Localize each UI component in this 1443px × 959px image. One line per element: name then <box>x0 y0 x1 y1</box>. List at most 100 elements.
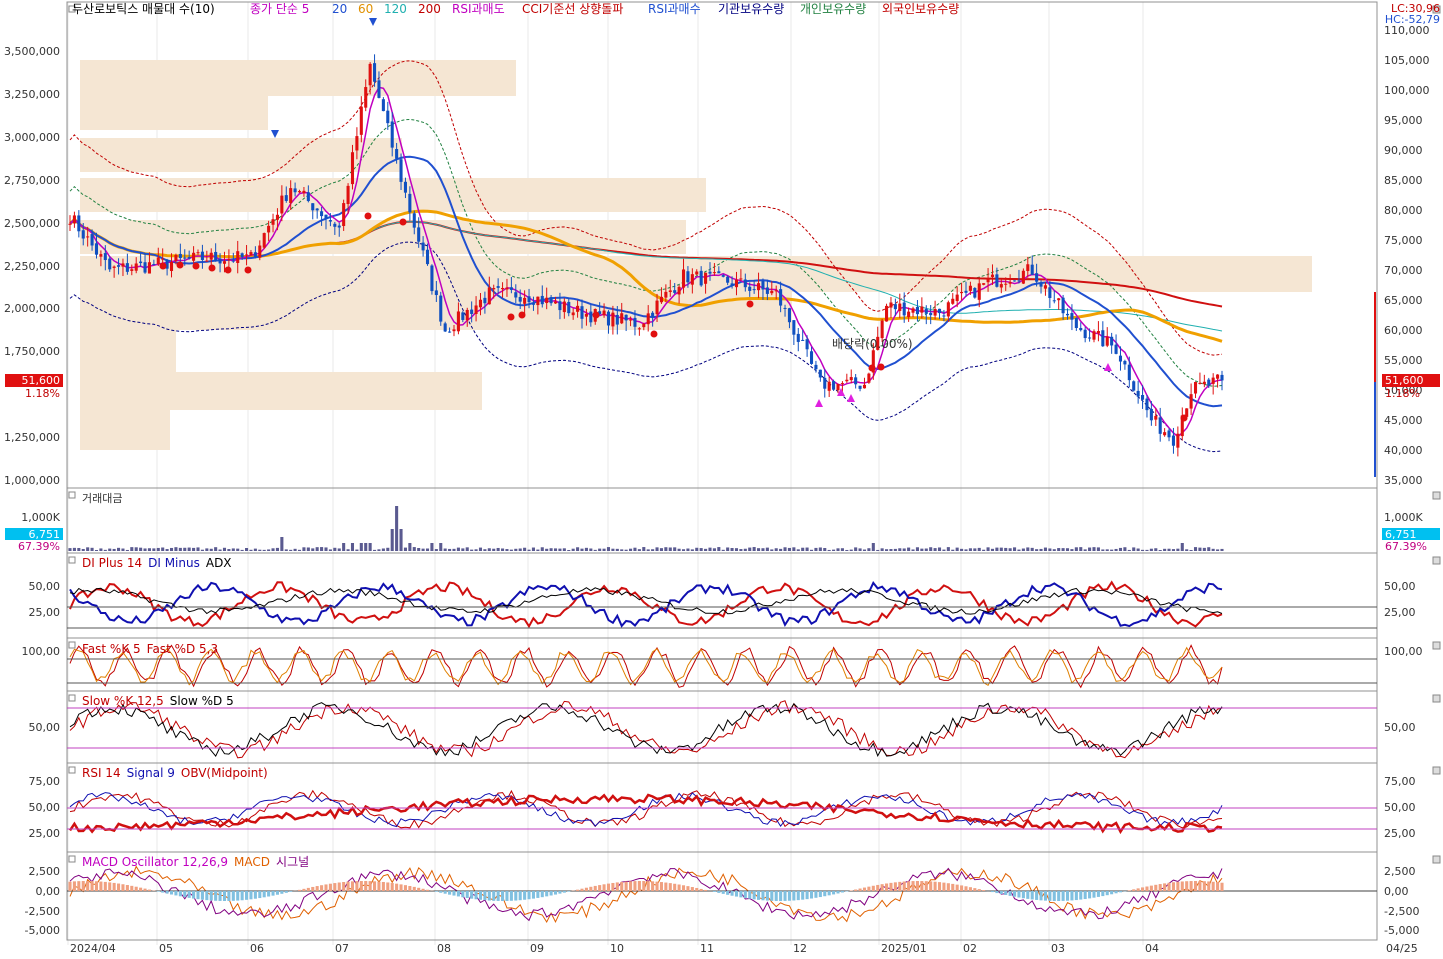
candle-body <box>1211 377 1215 384</box>
volume-bar <box>134 547 138 551</box>
volume-bar <box>951 549 955 551</box>
indicator-left-tick: 2,500 <box>29 865 61 878</box>
volume-bar <box>783 547 787 551</box>
candle-body <box>236 251 240 263</box>
candle-body <box>324 214 328 219</box>
volume-bar <box>677 548 681 551</box>
macd-legend[interactable]: MACD Oscillator 12,26,9 MACD 시그널 <box>82 855 309 869</box>
legend-item[interactable]: 120 <box>384 2 407 16</box>
macd-oscillator-bar <box>633 881 637 891</box>
macd-oscillator-bar <box>721 891 725 894</box>
volume-bar <box>1061 548 1065 551</box>
candle-body <box>125 263 129 272</box>
cci-signal-dot <box>364 212 372 220</box>
candle-body <box>355 136 359 151</box>
slow-stoch-legend[interactable]: Slow %K 12,5 Slow %D 5 <box>82 694 234 708</box>
volume-bar <box>293 548 297 551</box>
panel-menu-icon <box>1432 766 1441 775</box>
candle-body <box>1127 364 1131 381</box>
last-price-tag-right <box>1382 374 1440 387</box>
candle-body <box>183 257 187 259</box>
dmi-legend[interactable]: DI Plus 14 DI Minus ADX <box>82 556 232 570</box>
volume-bar <box>77 547 81 551</box>
legend-item[interactable]: 종가 단순 5 <box>250 2 309 16</box>
adx-line <box>69 587 1223 615</box>
candle-body <box>112 266 116 268</box>
macd-oscillator-bar <box>496 891 500 901</box>
volume-bar <box>854 547 858 551</box>
macd-oscillator-bar <box>651 881 655 891</box>
candle-body <box>562 301 566 313</box>
volume-bar <box>1088 547 1092 551</box>
candle-body <box>1061 297 1065 314</box>
candle-body <box>942 315 946 317</box>
candle-body <box>695 271 699 275</box>
volume-bar <box>311 548 315 551</box>
fast-stoch-legend[interactable]: Fast %K 5 Fast %D 5,3 <box>82 642 218 656</box>
macd-oscillator-bar <box>1132 889 1136 891</box>
price-left-tick: 2,250,000 <box>4 260 60 273</box>
volume-bar <box>562 548 566 551</box>
legend-item[interactable]: 60 <box>358 2 373 16</box>
price-left-tick: 2,500,000 <box>4 217 60 230</box>
candle-body <box>1163 432 1167 436</box>
volume-profile-bar <box>80 60 516 96</box>
candle-body <box>350 152 355 185</box>
legend-item[interactable]: 200 <box>418 2 441 16</box>
macd-oscillator-bar <box>86 881 90 891</box>
price-legend[interactable]: 두산로보틱스 매물대 수(10) 종가 단순 5 20 60 120 200 RSI과매도 C… <box>72 2 959 16</box>
indicator-right-tick: 1,000K <box>1384 511 1423 524</box>
candle-body <box>673 290 677 293</box>
macd-oscillator-bar <box>580 888 584 891</box>
candle-body <box>743 279 747 288</box>
volume-bar <box>664 547 668 551</box>
legend-item[interactable]: 기관보유수량 <box>718 2 784 16</box>
candle-body <box>271 219 275 225</box>
volume-bar <box>456 547 460 551</box>
candle-body <box>1043 285 1047 289</box>
volume-bar <box>1013 547 1017 551</box>
hc-readout: HC:-52,79 <box>1385 13 1440 26</box>
volume-bar <box>858 548 862 551</box>
macd-oscillator-bar <box>262 891 266 898</box>
legend-item[interactable]: RSI과매수 <box>648 2 701 16</box>
rsi-legend[interactable]: RSI 14 Signal 9 OBV(Midpoint) <box>82 766 268 780</box>
candle-body <box>584 313 588 317</box>
macd-oscillator-bar <box>757 891 761 900</box>
volume-bar <box>478 547 483 551</box>
candle-body <box>871 350 875 373</box>
volume-profile-bar <box>80 138 402 172</box>
legend-item[interactable]: 두산로보틱스 매물대 수(10) <box>72 2 215 16</box>
macd-oscillator-bar <box>1176 881 1180 891</box>
candle-body <box>757 283 761 291</box>
macd-oscillator-bar <box>1202 881 1206 891</box>
volume-bar <box>527 549 531 551</box>
legend-item[interactable]: 외국인보유수량 <box>882 2 959 16</box>
macd-oscillator-bar <box>1127 890 1131 891</box>
candle-body <box>1035 273 1039 282</box>
legend-item[interactable]: RSI과매도 <box>452 2 505 16</box>
macd-oscillator-bar <box>801 891 805 900</box>
candle-body <box>492 288 496 290</box>
volume-bar <box>514 548 518 551</box>
price-left-tick: 1,250,000 <box>4 431 60 444</box>
legend-item[interactable]: 개인보유수량 <box>800 2 866 16</box>
volume-bar <box>139 547 143 551</box>
volume-bar <box>1163 548 1167 551</box>
candle-body <box>178 253 182 259</box>
panel-toggle-icon <box>68 694 76 702</box>
cci-signal-dot <box>244 266 252 274</box>
slow-k-line <box>69 700 1223 759</box>
volume-bar <box>1048 548 1052 551</box>
legend-item[interactable]: 20 <box>332 2 347 16</box>
panel-menu-icon <box>1432 694 1441 703</box>
candle-body <box>999 284 1003 288</box>
volume-bar <box>633 547 637 551</box>
volume-bar <box>1079 547 1083 551</box>
volume-bar <box>651 549 655 551</box>
legend-item[interactable]: CCI기준선 상향돌파 <box>522 2 623 16</box>
candle-body <box>284 195 288 201</box>
candle-body <box>589 311 593 323</box>
candle-body <box>501 287 505 290</box>
